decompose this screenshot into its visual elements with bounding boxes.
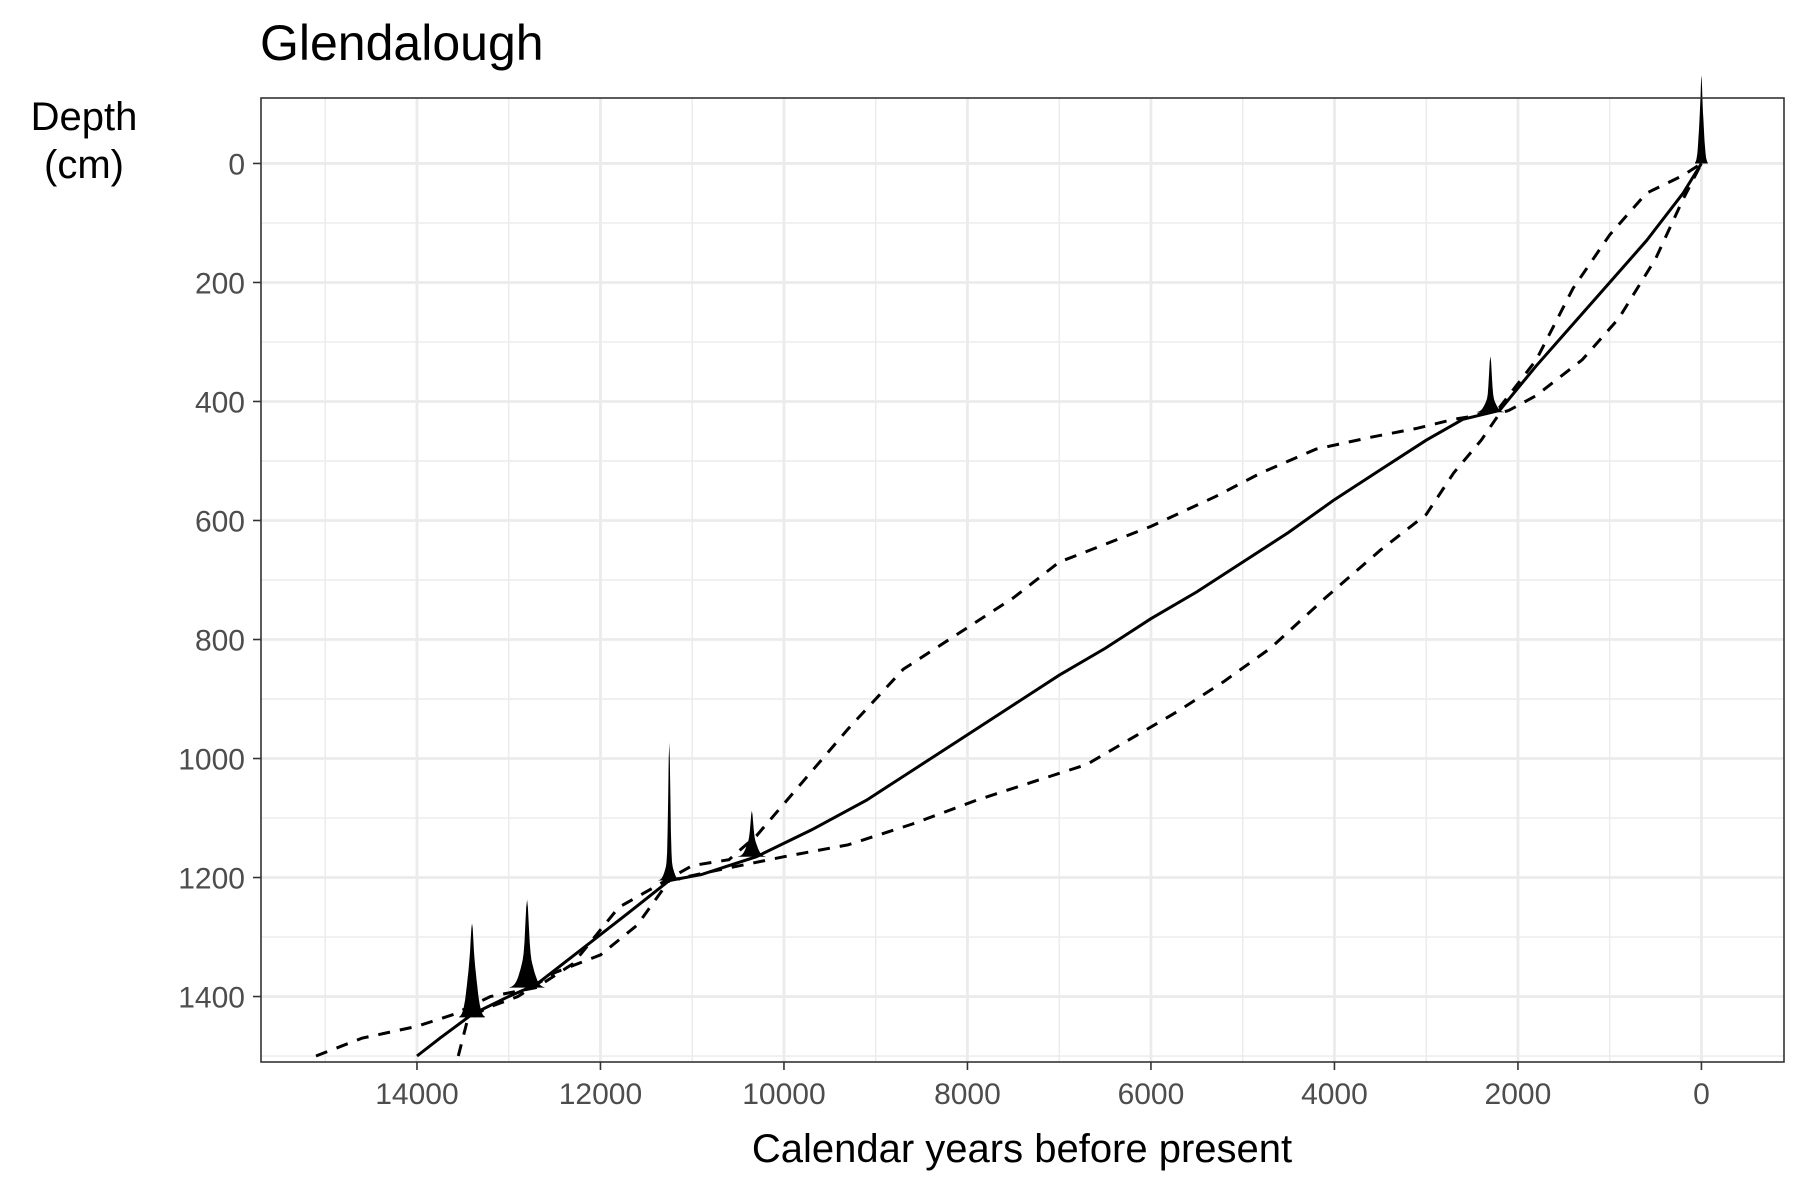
x-axis-title: Calendar years before present xyxy=(752,1127,1292,1171)
age-density-peak xyxy=(1476,356,1505,413)
x-tick-label: 0 xyxy=(1693,1078,1710,1111)
y-tick-label: 1200 xyxy=(178,863,245,896)
axis-ticks: 14000 12000 10000 8000 6000 4000 2000 0 0 200 400 6… xyxy=(178,148,1710,1111)
x-tick-label: 8000 xyxy=(934,1078,1001,1111)
y-axis-title-line2: (cm) xyxy=(44,143,124,187)
y-tick-label: 1400 xyxy=(178,982,245,1015)
age-density-peak xyxy=(738,810,766,857)
x-tick-label: 2000 xyxy=(1485,1078,1552,1111)
grid xyxy=(261,98,1784,1062)
range-bound-line-2 xyxy=(456,162,1703,1057)
y-axis-title-line1: Depth xyxy=(31,95,138,139)
median-age-line xyxy=(416,162,1703,1058)
age-density-peak xyxy=(1695,75,1708,164)
x-tick-label: 10000 xyxy=(742,1078,825,1111)
age-densities xyxy=(459,75,1708,1018)
chart-title: Glendalough xyxy=(260,15,544,71)
y-tick-label: 600 xyxy=(195,505,245,538)
y-tick-label: 800 xyxy=(195,625,245,658)
y-tick-label: 1000 xyxy=(178,744,245,777)
x-tick-label: 12000 xyxy=(559,1078,642,1111)
y-tick-label: 200 xyxy=(195,267,245,300)
plot-panel-border xyxy=(260,97,1785,1063)
x-tick-label: 4000 xyxy=(1301,1078,1368,1111)
x-tick-label: 14000 xyxy=(375,1078,458,1111)
y-tick-label: 400 xyxy=(195,386,245,419)
age-density-peak xyxy=(509,899,545,988)
y-tick-label: 0 xyxy=(228,148,245,181)
x-tick-label: 6000 xyxy=(1118,1078,1185,1111)
age-density-peak xyxy=(658,742,681,881)
range-bound-line-1 xyxy=(315,162,1703,1058)
age-density-peak xyxy=(459,923,485,1018)
series-lines xyxy=(315,162,1703,1058)
